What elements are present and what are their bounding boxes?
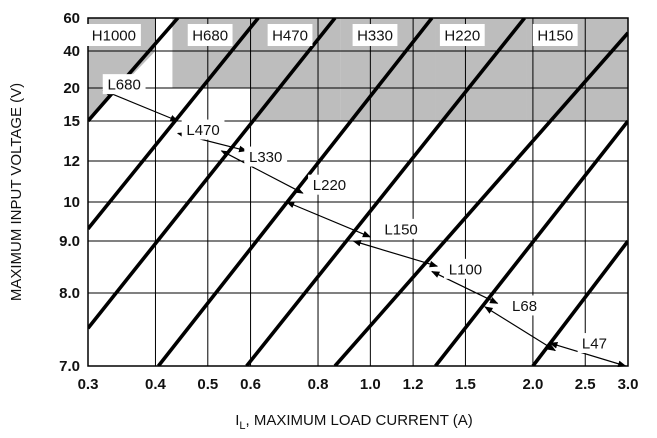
series-label-box	[444, 258, 487, 279]
series-label-box	[244, 146, 288, 167]
axis-labels: IL, MAXIMUM LOAD CURRENT (A) MAXIMUM INPU…	[8, 83, 473, 432]
series-label-l220: L220	[313, 177, 346, 194]
boundary-lines	[88, 18, 628, 366]
series-labels: H1000 H680 H470 H330 H220 H150 L680 L470 L330 L22…	[86, 24, 612, 354]
arrow-l330	[220, 150, 304, 194]
arrow-l150	[352, 239, 439, 268]
y-tick-label: 20	[63, 80, 80, 97]
inductor-arrows	[102, 89, 627, 368]
high-region-label: H680	[192, 28, 228, 45]
arrow-l100	[431, 270, 499, 304]
boundary-line-5	[245, 18, 526, 366]
high-region-label: H470	[272, 28, 308, 45]
series-label-l680: L680	[107, 77, 140, 94]
boundary-line-3	[88, 18, 337, 330]
y-tick-label: 12	[63, 153, 80, 170]
series-label-l47: L47	[582, 336, 607, 353]
high-region-label: H1000	[92, 28, 136, 45]
arrow-l68	[484, 306, 556, 352]
high-region-label-box	[352, 24, 398, 46]
x-tick-label: 0.4	[145, 376, 167, 393]
x-axis-label: IL, MAXIMUM LOAD CURRENT (A)	[235, 412, 473, 432]
arrow-l47	[549, 342, 627, 368]
y-tick-label: 15	[63, 113, 80, 130]
boundary-line-7	[434, 119, 628, 366]
high-region-label: H330	[357, 28, 393, 45]
series-label-box	[577, 333, 612, 354]
series-label-box	[181, 119, 225, 140]
y-axis-label: MAXIMUM INPUT VOLTAGE (V)	[8, 83, 25, 301]
x-tick-label: 2.5	[575, 376, 596, 393]
high-region-label-box	[439, 24, 485, 46]
high-region-label-box	[86, 24, 141, 46]
series-label-box	[507, 295, 542, 316]
series-label-l470: L470	[186, 122, 219, 139]
grid	[87, 17, 629, 367]
y-tick-label: 60	[63, 10, 80, 27]
x-tick-label: 1.2	[403, 376, 424, 393]
tick-labels: 0.3 0.4 0.5 0.6 0.8 1.0 1.2 1.5 2.0 2.5 3.0 7.0 8.0 9…	[59, 10, 638, 393]
series-label-l100: L100	[449, 261, 482, 278]
series-label-l150: L150	[384, 221, 417, 238]
boundary-line-2	[88, 18, 260, 230]
arrow-l680	[102, 89, 179, 122]
x-tick-label: 1.5	[455, 376, 476, 393]
x-tick-label: 2.0	[522, 376, 543, 393]
series-label-l68: L68	[512, 298, 537, 315]
y-tick-label: 8.0	[59, 285, 80, 302]
y-tick-label: 7.0	[59, 358, 80, 375]
x-tick-label: 0.8	[308, 376, 329, 393]
high-region-label-box	[532, 24, 578, 46]
x-tick-label: 0.5	[197, 376, 218, 393]
high-region-label: H220	[444, 28, 480, 45]
boundary-line-6	[333, 31, 628, 366]
y-tick-label: 10	[63, 194, 80, 211]
arrow-l220	[285, 201, 372, 238]
high-region-label-box	[187, 24, 233, 46]
series-label-box	[102, 74, 146, 95]
x-tick-label: 1.0	[360, 376, 381, 393]
x-tick-label: 3.0	[618, 376, 639, 393]
series-label-box	[379, 218, 423, 239]
high-region-label: H150	[537, 28, 573, 45]
series-label-box	[308, 174, 351, 195]
y-tick-label: 40	[63, 43, 80, 60]
y-tick-label: 9.0	[59, 233, 80, 250]
series-label-l330: L330	[249, 149, 282, 166]
plot-frame	[87, 17, 629, 367]
high-region-label-box	[267, 24, 313, 46]
x-tick-label: 0.3	[78, 376, 99, 393]
x-tick-label: 0.6	[240, 376, 261, 393]
